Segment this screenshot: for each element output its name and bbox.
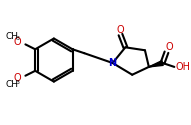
Text: 3: 3 bbox=[15, 36, 19, 41]
Text: O: O bbox=[14, 73, 21, 83]
Polygon shape bbox=[149, 61, 163, 67]
Text: O: O bbox=[166, 42, 173, 52]
Text: CH: CH bbox=[5, 32, 18, 41]
Text: N: N bbox=[108, 58, 117, 68]
Text: 3: 3 bbox=[15, 80, 19, 85]
Text: O: O bbox=[117, 25, 124, 35]
Text: CH: CH bbox=[5, 80, 18, 89]
Text: OH: OH bbox=[176, 62, 191, 72]
Text: O: O bbox=[14, 37, 21, 47]
